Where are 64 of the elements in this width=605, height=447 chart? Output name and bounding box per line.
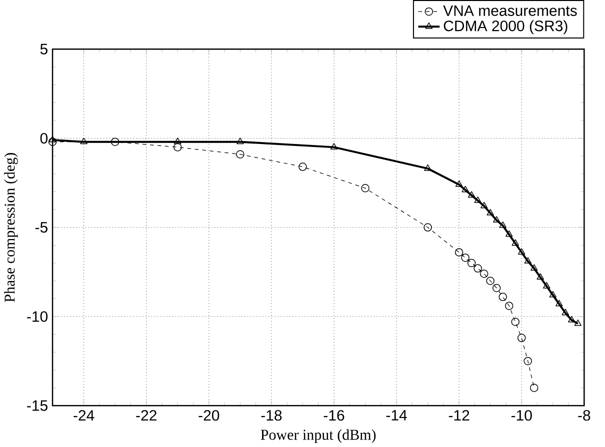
point — [48, 138, 57, 146]
point — [511, 318, 520, 326]
point — [298, 162, 307, 171]
point — [236, 150, 244, 158]
point — [330, 143, 338, 150]
point — [524, 257, 532, 264]
point — [574, 319, 582, 326]
x-tick-label: -10 — [511, 410, 532, 421]
x-tick-label: -18 — [261, 410, 282, 421]
point — [486, 276, 494, 285]
point — [518, 248, 526, 255]
point — [174, 138, 182, 144]
point — [455, 180, 463, 187]
point — [530, 264, 538, 271]
point — [486, 208, 494, 216]
point — [424, 164, 432, 171]
x-tick-label: -20 — [198, 410, 220, 421]
point — [512, 239, 519, 246]
point — [480, 202, 488, 208]
point — [492, 284, 501, 292]
legend-label: VNA measurements — [443, 5, 577, 16]
point — [480, 270, 488, 278]
x-tick-label: -14 — [386, 410, 407, 420]
point — [474, 264, 482, 272]
point — [454, 248, 464, 256]
x-tick-label: -22 — [136, 410, 156, 421]
point — [474, 196, 482, 203]
point — [424, 223, 432, 232]
point — [492, 216, 500, 222]
point — [524, 356, 532, 366]
point — [468, 191, 476, 198]
point — [568, 316, 576, 322]
point — [505, 230, 513, 237]
y-axis-title: Phase compression (deg) — [4, 153, 18, 302]
point — [536, 273, 544, 280]
x-tick-label: -8 — [578, 410, 590, 421]
point — [543, 282, 550, 288]
y-tick-label: -15 — [27, 400, 48, 411]
y-tick-label: -10 — [27, 311, 48, 322]
x-axis-title: Power input (dBm) — [260, 429, 376, 443]
point — [461, 254, 470, 262]
point — [562, 308, 570, 316]
point — [467, 258, 476, 268]
point — [361, 184, 370, 192]
point — [462, 186, 469, 192]
x-tick-label: -12 — [448, 410, 470, 421]
legend-label: CDMA 2000 (SR3) — [444, 20, 568, 34]
point — [499, 221, 506, 228]
point — [236, 138, 244, 144]
y-tick-label: -5 — [35, 222, 48, 233]
point — [498, 292, 507, 302]
point — [549, 290, 557, 298]
y-tick-label: 0 — [40, 132, 48, 144]
point — [80, 138, 88, 144]
x-tick-label: -24 — [74, 410, 94, 421]
point — [504, 302, 514, 310]
point — [173, 143, 182, 152]
x-tick-label: -16 — [324, 410, 344, 421]
point — [517, 334, 526, 342]
point — [556, 300, 563, 306]
point — [530, 384, 538, 392]
point — [48, 136, 56, 142]
point — [110, 138, 120, 146]
y-tick-label: 5 — [40, 44, 48, 54]
